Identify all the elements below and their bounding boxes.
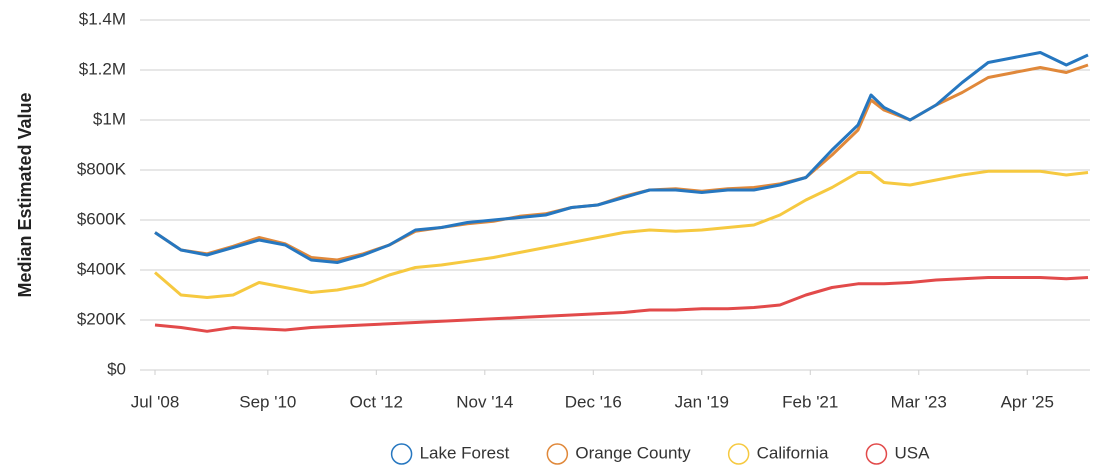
legend-label: Orange County bbox=[575, 443, 691, 462]
legend-marker bbox=[727, 443, 750, 465]
x-tick-label: Oct '12 bbox=[350, 392, 403, 411]
x-tick-label: Jul '08 bbox=[131, 392, 180, 411]
legend-label: USA bbox=[894, 443, 930, 462]
y-tick-label: $600K bbox=[77, 209, 127, 228]
legend-marker bbox=[865, 443, 888, 465]
x-tick-label: Jan '19 bbox=[675, 392, 729, 411]
x-tick-label: Sep '10 bbox=[239, 392, 296, 411]
y-axis-label: Median Estimated Value bbox=[15, 92, 35, 297]
legend-label: California bbox=[757, 443, 829, 462]
x-tick-label: Feb '21 bbox=[782, 392, 838, 411]
legend-label: Lake Forest bbox=[420, 443, 510, 462]
series-line bbox=[154, 169, 1089, 299]
y-tick-label: $1.2M bbox=[79, 59, 126, 78]
x-tick-label: Nov '14 bbox=[456, 392, 513, 411]
legend-marker bbox=[546, 443, 569, 465]
y-tick-label: $800K bbox=[77, 159, 127, 178]
y-tick-label: $1.4M bbox=[79, 9, 126, 28]
y-tick-label: $400K bbox=[77, 259, 127, 278]
y-tick-label: $1M bbox=[93, 109, 126, 128]
x-tick-label: Dec '16 bbox=[565, 392, 622, 411]
x-tick-label: Mar '23 bbox=[891, 392, 947, 411]
x-tick-label: Apr '25 bbox=[1001, 392, 1054, 411]
y-tick-label: $200K bbox=[77, 309, 127, 328]
series-line bbox=[154, 51, 1089, 264]
series-line bbox=[154, 276, 1089, 333]
y-tick-label: $0 bbox=[107, 359, 126, 378]
legend-marker bbox=[390, 443, 413, 465]
